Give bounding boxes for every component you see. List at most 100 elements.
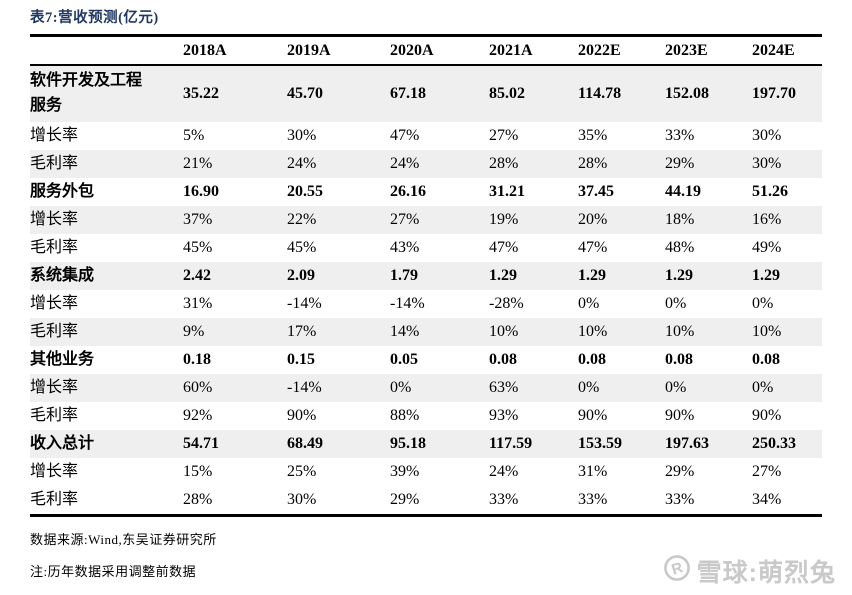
cell-value: 49% bbox=[752, 239, 782, 257]
cell-value: 1.29 bbox=[665, 267, 693, 285]
cell-value: 35.22 bbox=[183, 85, 219, 103]
cell-value: 33% bbox=[665, 127, 695, 145]
watermark-text: 雪球:萌烈兔 bbox=[696, 559, 836, 587]
cell-value: -14% bbox=[287, 295, 322, 313]
cell-value: 33% bbox=[665, 491, 695, 509]
row-label: 系统集成 bbox=[30, 267, 95, 285]
cell-value: 48% bbox=[665, 239, 695, 257]
cell-value: 45.70 bbox=[287, 85, 323, 103]
cell-value: 35% bbox=[578, 127, 608, 145]
cell-value: 24% bbox=[287, 155, 317, 173]
cell-value: 29% bbox=[665, 463, 695, 481]
cell-value: 27% bbox=[489, 127, 519, 145]
revenue-forecast-table: 2018A 2019A 2020A 2021A 2022E 2023E 2024E 软件开发… bbox=[30, 34, 822, 517]
cell-value: 153.59 bbox=[578, 435, 622, 453]
label-column-header bbox=[30, 36, 183, 66]
cell-value: 47% bbox=[390, 127, 420, 145]
cell-value: 0.15 bbox=[287, 351, 315, 369]
cell-value: 29% bbox=[390, 491, 420, 509]
cell-value: 9% bbox=[183, 323, 205, 341]
cell-value: 19% bbox=[489, 211, 519, 229]
table-row: 软件开发及工程服务 35.22 45.70 67.18 85.02 114.78 152.0… bbox=[30, 65, 822, 122]
cell-value: 44.19 bbox=[665, 183, 701, 201]
row-label: 毛利率 bbox=[30, 239, 79, 257]
cell-value: 14% bbox=[390, 323, 420, 341]
table-row: 增长率 60% -14% 0% 63% 0% 0% 0% bbox=[30, 374, 822, 402]
table-row: 其他业务 0.18 0.15 0.05 0.08 0.08 0.08 0.08 bbox=[30, 346, 822, 374]
cell-value: 197.70 bbox=[752, 85, 796, 103]
table-row: 毛利率 92% 90% 88% 93% 90% 90% 90% bbox=[30, 402, 822, 430]
table-row: 毛利率 45% 45% 43% 47% 47% 48% 49% bbox=[30, 234, 822, 262]
row-label: 收入总计 bbox=[30, 435, 95, 453]
cell-value: 197.63 bbox=[665, 435, 709, 453]
cell-value: 0% bbox=[752, 295, 774, 313]
cell-value: 30% bbox=[752, 127, 782, 145]
row-label: 毛利率 bbox=[30, 155, 79, 173]
cell-value: 26.16 bbox=[390, 183, 426, 201]
cell-value: 24% bbox=[489, 463, 519, 481]
cell-value: 0% bbox=[578, 379, 600, 397]
cell-value: 0% bbox=[665, 295, 687, 313]
table-row: 毛利率 9% 17% 14% 10% 10% 10% 10% bbox=[30, 318, 822, 346]
cell-value: 45% bbox=[183, 239, 213, 257]
cell-value: 10% bbox=[665, 323, 695, 341]
cell-value: 33% bbox=[578, 491, 608, 509]
cell-value: 1.79 bbox=[390, 267, 418, 285]
cell-value: 2.42 bbox=[183, 267, 211, 285]
row-label: 毛利率 bbox=[30, 491, 79, 509]
table-body: 软件开发及工程服务 35.22 45.70 67.18 85.02 114.78 152.0… bbox=[30, 65, 822, 516]
cell-value: 27% bbox=[390, 211, 420, 229]
cell-value: 16% bbox=[752, 211, 782, 229]
cell-value: 90% bbox=[578, 407, 608, 425]
column-header: 2021A bbox=[489, 41, 533, 59]
cell-value: 34% bbox=[752, 491, 782, 509]
cell-value: 27% bbox=[752, 463, 782, 481]
cell-value: -14% bbox=[390, 295, 425, 313]
cell-value: 60% bbox=[183, 379, 213, 397]
column-header: 2020A bbox=[390, 41, 434, 59]
column-header: 2023E bbox=[665, 41, 708, 59]
row-label: 其他业务 bbox=[30, 351, 95, 369]
cell-value: 31% bbox=[183, 295, 213, 313]
row-label: 增长率 bbox=[30, 211, 79, 229]
cell-value: 22% bbox=[287, 211, 317, 229]
data-source-note: 数据来源:Wind,东吴证券研究所 bbox=[30, 532, 217, 547]
row-label: 毛利率 bbox=[30, 323, 79, 341]
cell-value: 31.21 bbox=[489, 183, 525, 201]
cell-value: 90% bbox=[665, 407, 695, 425]
table-row: 毛利率 21% 24% 24% 28% 28% 29% 30% bbox=[30, 150, 822, 178]
cell-value: 0.08 bbox=[578, 351, 606, 369]
row-label: 增长率 bbox=[30, 463, 79, 481]
cell-value: 47% bbox=[489, 239, 519, 257]
cell-value: 5% bbox=[183, 127, 205, 145]
cell-value: 0% bbox=[578, 295, 600, 313]
cell-value: 15% bbox=[183, 463, 213, 481]
cell-value: 30% bbox=[752, 155, 782, 173]
cell-value: 0% bbox=[390, 379, 412, 397]
cell-value: 47% bbox=[578, 239, 608, 257]
cell-value: 0% bbox=[665, 379, 687, 397]
table-row: 毛利率 28% 30% 29% 33% 33% 33% 34% bbox=[30, 486, 822, 516]
table-row: 系统集成 2.42 2.09 1.79 1.29 1.29 1.29 1.29 bbox=[30, 262, 822, 290]
cell-value: 18% bbox=[665, 211, 695, 229]
cell-value: 43% bbox=[390, 239, 420, 257]
column-header: 2018A bbox=[183, 41, 227, 59]
cell-value: 37.45 bbox=[578, 183, 614, 201]
xueqiu-watermark: R 雪球:萌烈兔 bbox=[663, 553, 836, 589]
cell-value: 0% bbox=[752, 379, 774, 397]
cell-value: 30% bbox=[287, 127, 317, 145]
report-table-block: 表7:营收预测(亿元) 2018A 2019A 2020A 2021A 2022E 202… bbox=[30, 8, 822, 580]
cell-value: 63% bbox=[489, 379, 519, 397]
cell-value: 16.90 bbox=[183, 183, 219, 201]
table-header-row: 2018A 2019A 2020A 2021A 2022E 2023E 2024E bbox=[30, 36, 822, 66]
xueqiu-logo-icon: R bbox=[663, 554, 691, 589]
row-label: 毛利率 bbox=[30, 407, 79, 425]
row-label: 服务外包 bbox=[30, 183, 95, 201]
row-label: 软件开发及工程服务 bbox=[30, 72, 143, 114]
svg-text:R: R bbox=[669, 558, 686, 578]
cell-value: 24% bbox=[390, 155, 420, 173]
column-header: 2024E bbox=[752, 41, 795, 59]
table-row: 增长率 37% 22% 27% 19% 20% 18% 16% bbox=[30, 206, 822, 234]
cell-value: 31% bbox=[578, 463, 608, 481]
cell-value: 10% bbox=[489, 323, 519, 341]
